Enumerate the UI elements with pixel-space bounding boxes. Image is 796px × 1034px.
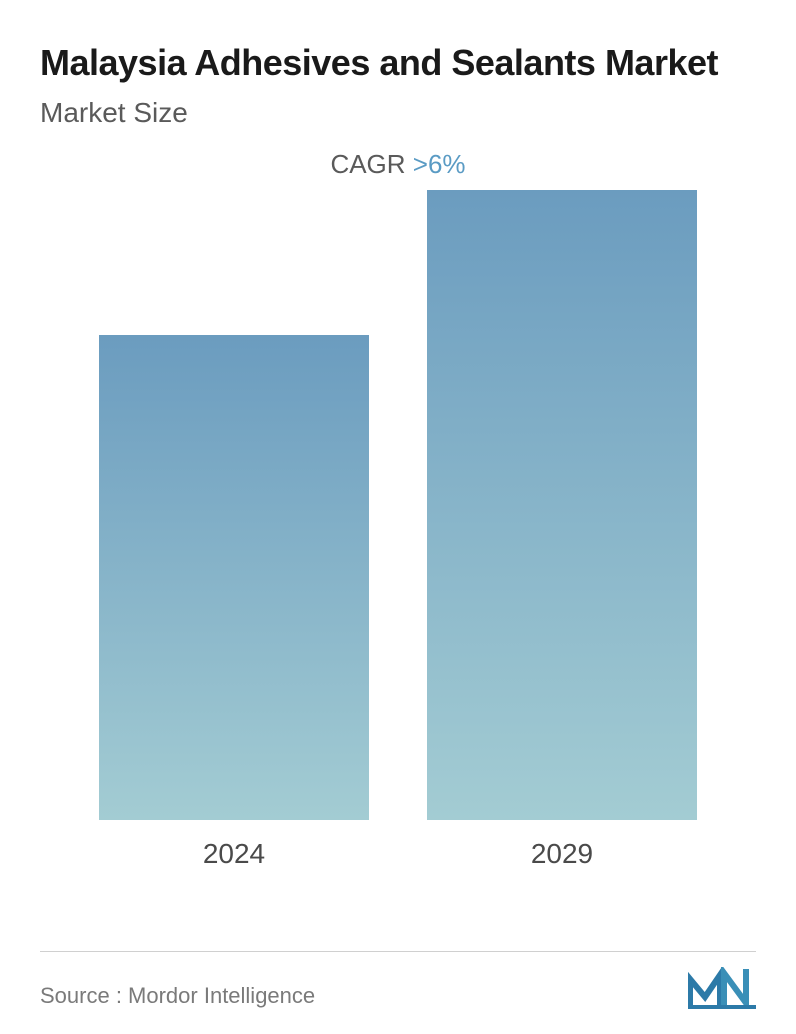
chart-subtitle: Market Size	[40, 97, 756, 129]
mordor-logo-icon	[688, 967, 756, 1009]
footer: Source : Mordor Intelligence	[40, 951, 756, 1009]
bar-2024	[99, 335, 369, 820]
bar-group-2029: 2029	[427, 190, 697, 870]
cagr-indicator: CAGR >6%	[40, 149, 756, 180]
bar-label-2024: 2024	[203, 838, 265, 870]
chart-area: 2024 2029	[40, 210, 756, 870]
source-attribution: Source : Mordor Intelligence	[40, 983, 315, 1009]
cagr-label: CAGR	[330, 149, 412, 179]
cagr-value: >6%	[413, 149, 466, 179]
chart-title: Malaysia Adhesives and Sealants Market	[40, 40, 756, 85]
bar-2029	[427, 190, 697, 820]
bar-label-2029: 2029	[531, 838, 593, 870]
bar-group-2024: 2024	[99, 335, 369, 870]
